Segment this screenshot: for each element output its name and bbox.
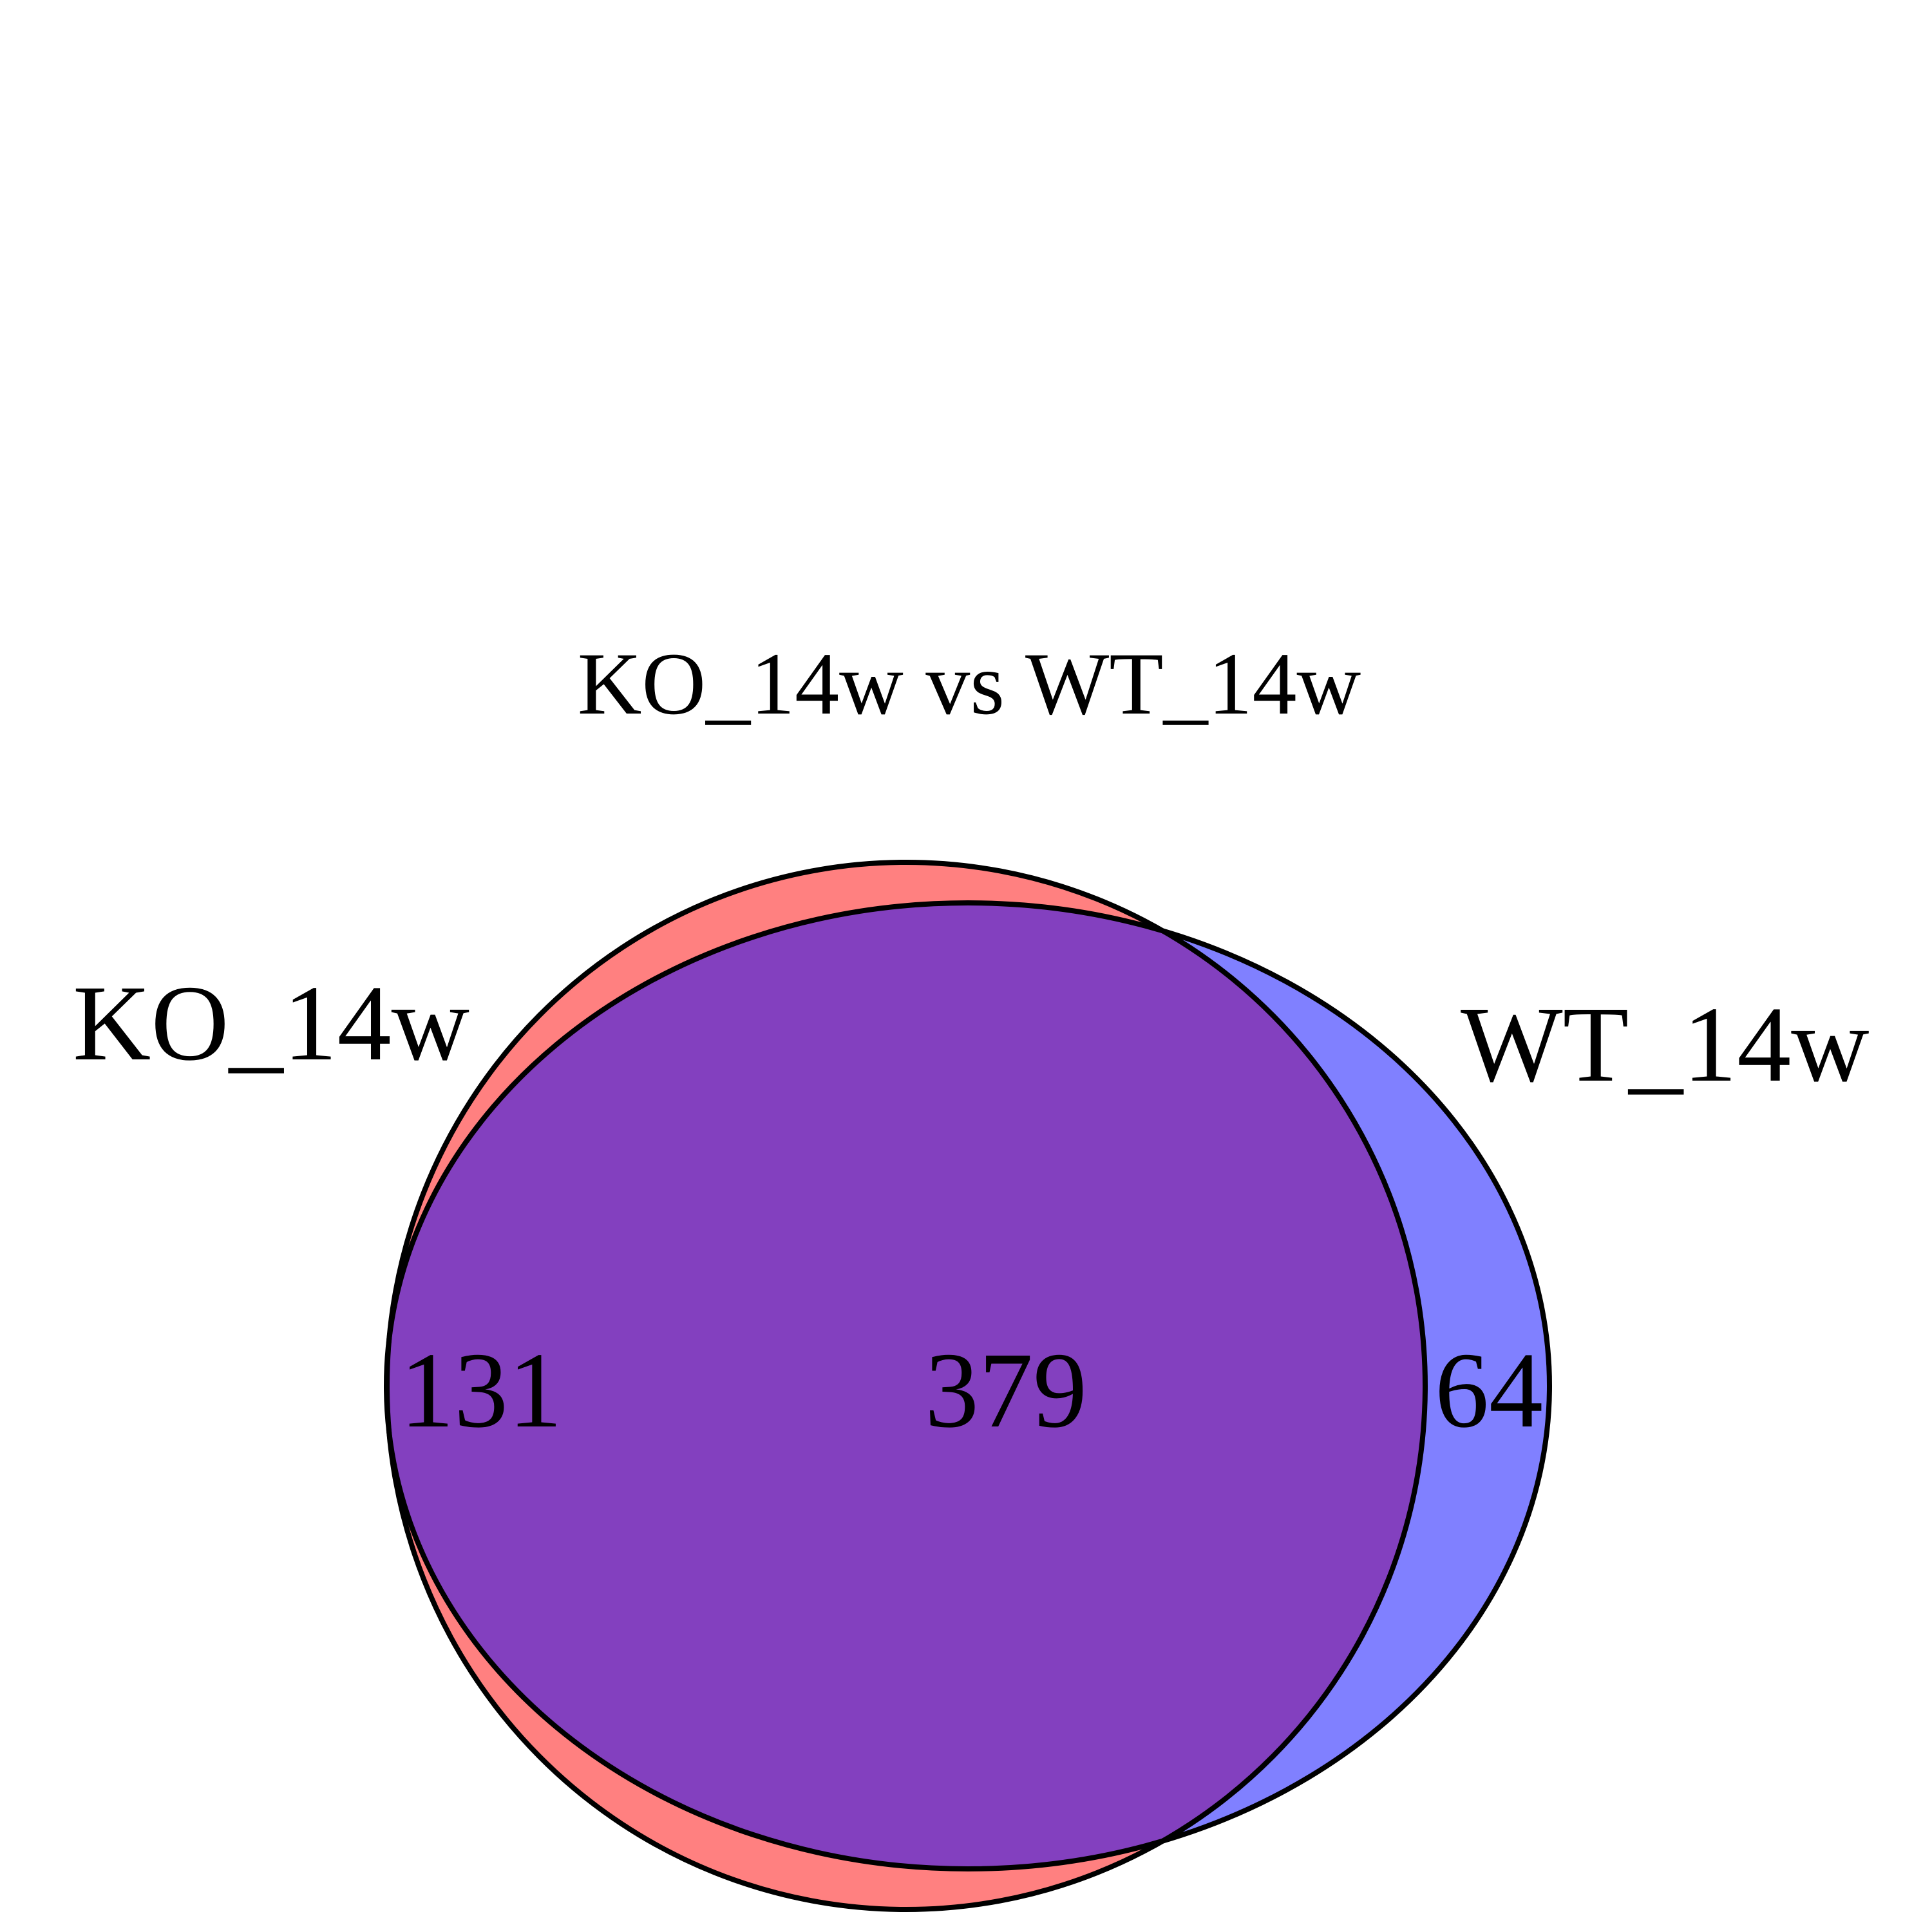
diagram-title: KO_14w vs WT_14w [578, 634, 1361, 733]
count-overlap: 379 [925, 1331, 1087, 1450]
set-ko-label: KO_14w [73, 963, 469, 1083]
count-wt-only: 64 [1435, 1331, 1543, 1450]
overlap-region [387, 903, 1425, 1869]
set-wt-outline [384, 900, 1552, 1871]
count-ko-only: 131 [400, 1331, 562, 1450]
set-wt-label: WT_14w [1461, 985, 1870, 1104]
